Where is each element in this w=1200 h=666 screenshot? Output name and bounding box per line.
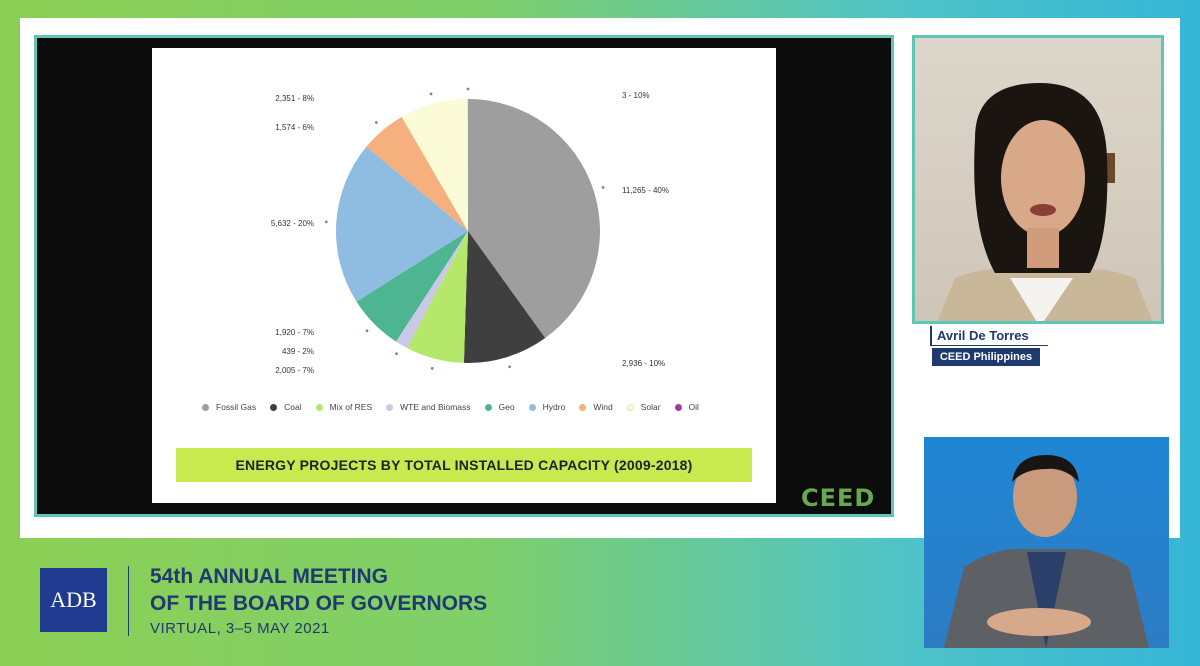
speaker-org: CEED Philippines [932,348,1040,366]
speaker-silhouette [937,83,1153,321]
data-label-oil: 3 - 10% [622,91,650,100]
legend-swatch [528,403,536,411]
legend-label: Geo [498,402,515,412]
speaker-video [912,35,1164,324]
pie-slice-wte-and-biomass [395,231,468,349]
leader-dot [374,121,378,124]
slide: 11,265 - 40% 2,936 - 10% 2,005 - 7% 439 - 2… [152,48,776,503]
data-label-geo: 1,920 - 7% [275,328,314,337]
legend-label: Mix of RES [329,402,373,412]
footer-divider [128,566,129,636]
legend-label: Fossil Gas [216,402,257,412]
leader-dot [365,329,369,333]
speaker-name: Avril De Torres [930,326,1048,346]
pie-slice-hydro [336,146,468,302]
chart-legend: Fossil Gas Coal Mix of RES WTE and Biomass G… [202,402,713,412]
legend-swatch [626,403,634,411]
meeting-title-line1: 54th ANNUAL MEETING [150,565,389,588]
legend-swatch [484,403,492,411]
interpreter-silhouette [944,455,1149,648]
data-label-wte-and-biomass: 439 - 2% [282,347,314,356]
legend-item: Fossil Gas [202,402,256,412]
leader-dot [395,352,398,356]
legend-swatch [674,403,682,411]
leader-dot [466,87,470,91]
data-label-fossil-gas: 11,265 - 40% [622,186,669,195]
legend-item: Hydro [528,402,566,412]
data-label-mix-of-res: 2,005 - 7% [275,366,314,375]
pie-chart: 11,265 - 40% 2,936 - 10% 2,005 - 7% 439 - 2… [271,87,669,375]
pie-slice-fossil-gas [468,99,601,339]
legend-label: Coal [284,402,302,412]
leader-dot [429,92,433,96]
legend-label: WTE and Biomass [400,402,471,412]
legend-swatch [579,403,587,411]
pie-slice-coal [463,231,546,363]
sign-language-interpreter-video [924,437,1169,648]
legend-item: Wind [579,402,613,412]
legend-label: Wind [593,402,613,412]
legend-label: Solar [640,402,661,412]
data-label-hydro: 5,632 - 20% [271,219,314,228]
legend-label: Oil [688,402,699,412]
leader-dot [430,367,434,370]
legend-item: Geo [484,402,515,412]
ceed-logo: CEED [801,484,876,512]
leader-dot [601,185,605,189]
leader-dot [324,220,328,224]
data-label-coal: 2,936 - 10% [622,359,665,368]
pie-slice-geo [356,231,468,342]
legend-swatch [315,403,323,411]
pie-slice-solar [401,99,468,231]
legend-item: Oil [674,402,699,412]
legend-label: Hydro [542,402,566,412]
legend-item: Mix of RES [315,402,373,412]
data-label-solar: 2,351 - 8% [275,94,314,103]
pie-slice-wind [366,116,468,231]
pie-slice-mix-of-res [407,231,468,363]
adb-logo: ADB [40,568,107,632]
legend-swatch [202,403,209,411]
legend-item: Coal [270,402,302,412]
data-label-wind: 1,574 - 6% [275,123,314,132]
meeting-dates: VIRTUAL, 3–5 MAY 2021 [150,620,330,637]
meeting-title-line2: OF THE BOARD OF GOVERNORS [150,592,488,615]
leader-dot [508,365,511,369]
legend-swatch [386,403,394,411]
legend-item: WTE and Biomass [386,402,471,412]
chart-title: ENERGY PROJECTS BY TOTAL INSTALLED CAPAC… [176,448,752,482]
shared-slide-frame: 11,265 - 40% 2,936 - 10% 2,005 - 7% 439 - 2… [34,35,894,517]
legend-item: Solar [626,402,661,412]
legend-swatch [270,403,278,411]
